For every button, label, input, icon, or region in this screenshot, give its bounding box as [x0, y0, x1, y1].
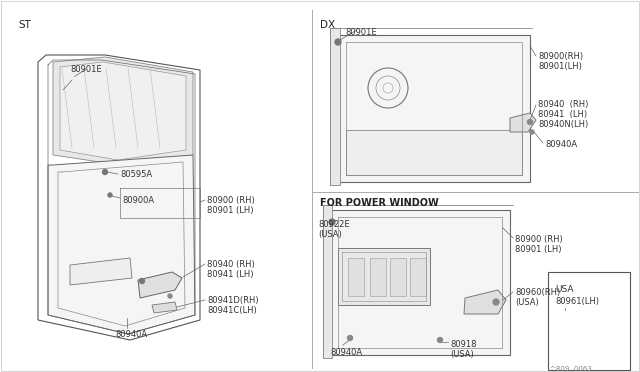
Text: 80940A: 80940A [115, 330, 147, 339]
Text: (USA): (USA) [450, 350, 474, 359]
Text: 80941  (LH): 80941 (LH) [538, 110, 587, 119]
Polygon shape [152, 302, 177, 313]
Text: DX: DX [320, 20, 335, 30]
Polygon shape [338, 35, 530, 182]
Text: 80901 (LH): 80901 (LH) [207, 206, 253, 215]
Text: (USA): (USA) [515, 298, 539, 307]
Polygon shape [53, 57, 193, 165]
Text: 80941 (LH): 80941 (LH) [207, 270, 253, 279]
Text: 80901(LH): 80901(LH) [538, 62, 582, 71]
Circle shape [438, 337, 442, 343]
Text: 80900 (RH): 80900 (RH) [515, 235, 563, 244]
Text: 80941D(RH): 80941D(RH) [207, 296, 259, 305]
Polygon shape [323, 205, 332, 358]
Circle shape [493, 299, 499, 305]
Text: 80901E: 80901E [70, 65, 102, 74]
Polygon shape [60, 62, 186, 160]
Text: 80960(RH): 80960(RH) [515, 288, 560, 297]
Circle shape [530, 130, 534, 134]
Polygon shape [346, 130, 522, 175]
Polygon shape [348, 258, 364, 296]
Polygon shape [554, 310, 620, 326]
Text: (USA): (USA) [318, 230, 342, 239]
Polygon shape [48, 155, 195, 334]
Circle shape [102, 170, 108, 174]
Text: 80961(LH): 80961(LH) [555, 297, 599, 306]
Text: USA: USA [555, 285, 573, 294]
Text: 80940N(LH): 80940N(LH) [538, 120, 588, 129]
Text: ST: ST [18, 20, 31, 30]
Polygon shape [464, 290, 506, 314]
Circle shape [140, 279, 145, 283]
Text: 80940  (RH): 80940 (RH) [538, 100, 588, 109]
Circle shape [108, 193, 112, 197]
Text: 80901E: 80901E [345, 28, 376, 37]
Text: 80900(RH): 80900(RH) [538, 52, 583, 61]
Polygon shape [138, 272, 182, 298]
Text: 80922E: 80922E [318, 220, 349, 229]
Polygon shape [575, 326, 605, 336]
Polygon shape [70, 258, 132, 285]
Text: 80900A: 80900A [122, 196, 154, 205]
Circle shape [335, 39, 341, 45]
Polygon shape [338, 248, 430, 305]
Polygon shape [370, 258, 386, 296]
Circle shape [348, 336, 353, 340]
Text: FOR POWER WINDOW: FOR POWER WINDOW [320, 198, 439, 208]
Text: 80940A: 80940A [545, 140, 577, 149]
Text: 80940 (RH): 80940 (RH) [207, 260, 255, 269]
Polygon shape [38, 55, 200, 340]
Circle shape [527, 119, 532, 125]
Circle shape [329, 219, 335, 225]
Polygon shape [390, 258, 406, 296]
Text: 80900 (RH): 80900 (RH) [207, 196, 255, 205]
Polygon shape [330, 28, 340, 185]
Text: 80918: 80918 [450, 340, 477, 349]
Polygon shape [510, 113, 536, 132]
Text: 80941C(LH): 80941C(LH) [207, 306, 257, 315]
Text: 80595A: 80595A [120, 170, 152, 179]
Bar [548, 272, 630, 370]
Text: 80940A: 80940A [330, 348, 362, 357]
Text: 80901 (LH): 80901 (LH) [515, 245, 561, 254]
Polygon shape [410, 258, 426, 296]
Text: ^809  0063: ^809 0063 [550, 366, 592, 372]
Circle shape [168, 294, 172, 298]
Polygon shape [330, 210, 510, 355]
